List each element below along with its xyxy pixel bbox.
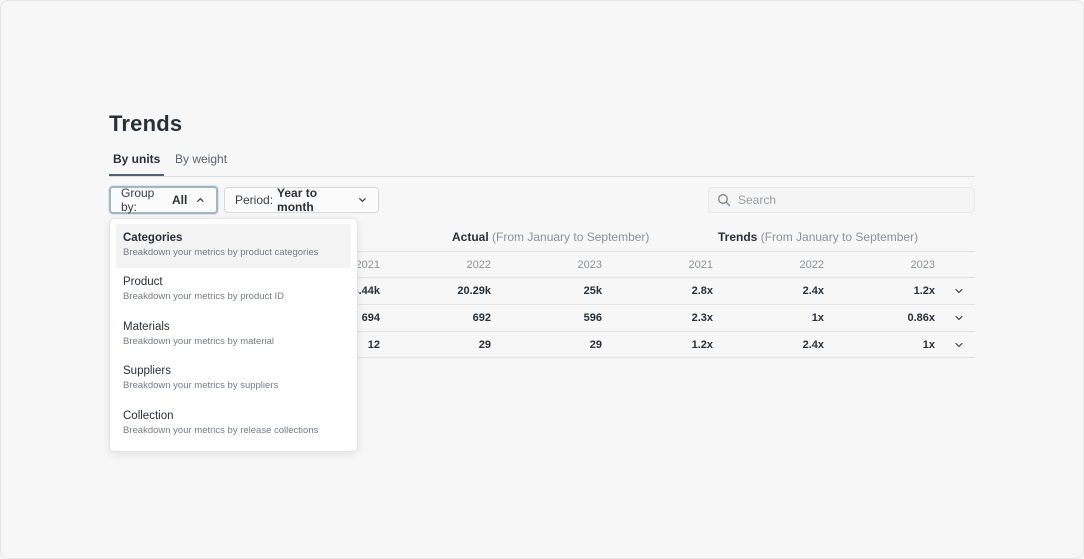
table-cell: 692 [472, 312, 491, 324]
table-cell: 1x [811, 312, 824, 324]
table-cell: 2.4x [802, 285, 824, 297]
table-row[interactable]: 694 692 596 2.3x 1x 0.86x [109, 304, 975, 331]
table-cell: 25k [583, 285, 602, 297]
chevron-up-icon [197, 198, 204, 202]
table-cell: 1x [922, 339, 935, 351]
table-cell: 29 [589, 339, 602, 351]
chevron-down-icon [359, 198, 366, 202]
trends-header-range: (From January to September) [760, 230, 919, 244]
year-header: 2021 [688, 259, 713, 271]
option-description: Breakdown your metrics by release collec… [123, 424, 319, 436]
table-cell: 0.86x [907, 312, 935, 324]
table-cell: 596 [583, 312, 602, 324]
search-box[interactable] [708, 187, 975, 213]
table-cell: 20.29k [457, 285, 491, 297]
search-icon [718, 194, 731, 207]
year-header: 2023 [910, 259, 935, 271]
tab-by-units[interactable]: By units [109, 152, 165, 176]
group-by-button[interactable]: Group by: All [109, 186, 218, 214]
group-by-value: All [171, 193, 188, 207]
table-cell: 1.2x [691, 339, 713, 351]
table-cell: 1.2x [913, 285, 935, 297]
option-title: Product [123, 276, 163, 289]
year-header: 2023 [577, 259, 602, 271]
year-header-row: 2021 2022 2023 2021 2022 2023 [109, 251, 975, 277]
group-by-prefix: Group by: [121, 186, 155, 214]
group-by-dropdown: Categories Breakdown your metrics by pro… [109, 218, 358, 452]
actual-header-range: (From January to September) [492, 230, 650, 244]
option-title: Collection [123, 409, 174, 422]
dropdown-option-materials[interactable]: Materials Breakdown your metrics by mate… [116, 313, 351, 357]
page-title: Trends [109, 111, 183, 136]
option-title: Suppliers [123, 365, 171, 378]
table-row[interactable]: 4.44k 20.29k 25k 2.8x 2.4x 1.2x [109, 277, 975, 304]
tab-bar: By units By weight [109, 152, 975, 177]
year-header: 2021 [355, 259, 380, 271]
option-description: Breakdown your metrics by product catego… [123, 247, 319, 258]
table-cell: 2.4x [802, 339, 824, 351]
period-value: Year to month [277, 186, 318, 214]
table-cell: 12 [367, 339, 380, 351]
year-header: 2022 [466, 259, 491, 271]
table-cell: 4.44k [352, 285, 380, 297]
chevron-down-icon[interactable] [952, 284, 966, 298]
actual-header-label: Actual [452, 230, 489, 244]
tab-by-weight[interactable]: By weight [175, 152, 228, 166]
trends-header: Trends (From January to September) [718, 230, 918, 244]
period-button[interactable]: Period: Year to month [224, 186, 379, 214]
dropdown-option-suppliers[interactable]: Suppliers Breakdown your metrics by supp… [116, 357, 351, 401]
chevron-down-icon[interactable] [952, 311, 966, 325]
option-title: Categories [123, 232, 183, 244]
option-description: Breakdown your metrics by product ID [123, 291, 285, 303]
dropdown-option-categories[interactable]: Categories Breakdown your metrics by pro… [116, 224, 351, 269]
year-header: 2022 [799, 259, 824, 271]
trends-header-label: Trends [718, 230, 758, 244]
table-cell: 2.8x [691, 285, 713, 297]
actual-header: Actual (From January to September) [452, 230, 649, 244]
table-cell: 29 [478, 339, 491, 351]
period-prefix: Period: [235, 193, 274, 207]
chevron-down-icon[interactable] [952, 338, 966, 352]
search-input[interactable] [738, 193, 958, 207]
option-description: Breakdown your metrics by material [123, 335, 274, 347]
dropdown-option-product[interactable]: Product Breakdown your metrics by produc… [116, 268, 351, 312]
option-title: Materials [123, 320, 170, 333]
option-description: Breakdown your metrics by suppliers [123, 380, 279, 392]
table-row[interactable]: 12 29 29 1.2x 2.4x 1x [109, 331, 975, 358]
table-cell: 694 [361, 312, 380, 324]
dropdown-option-collection[interactable]: Collection Breakdown your metrics by rel… [116, 402, 351, 446]
table-cell: 2.3x [691, 312, 713, 324]
